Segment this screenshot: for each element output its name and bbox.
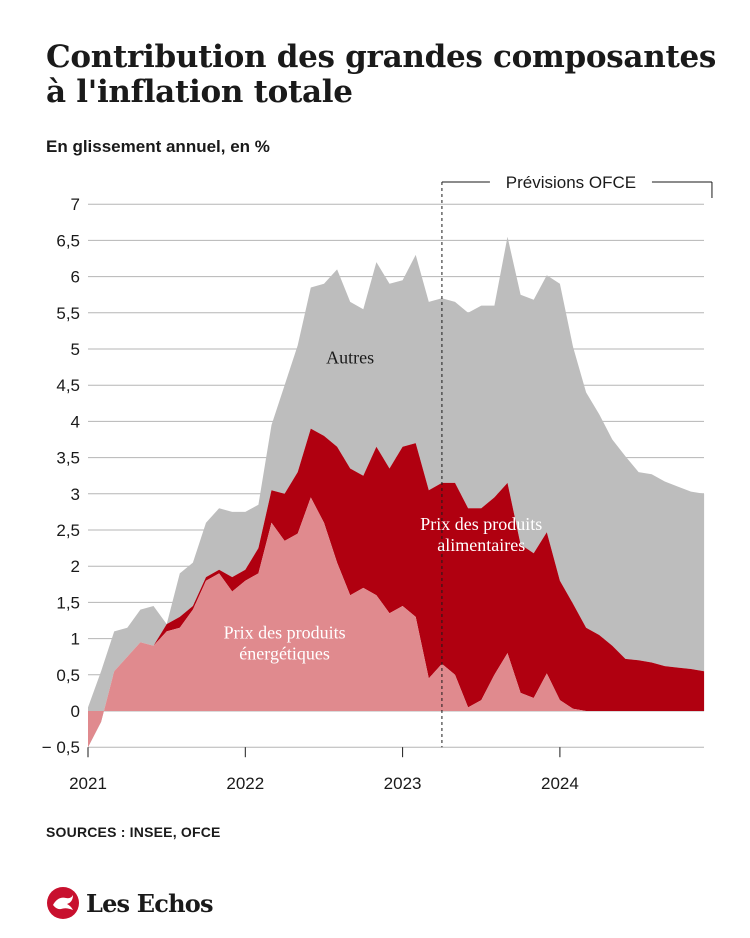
y-tick-label: 6,5 — [56, 231, 80, 250]
series-label-alimentaires: alimentaires — [437, 535, 525, 555]
y-tick-label: 1,5 — [56, 593, 80, 612]
x-tick-label: 2023 — [384, 774, 422, 793]
y-tick-label: 0 — [71, 702, 80, 721]
series-area-alimentaires — [88, 428, 705, 748]
y-tick-label: 1 — [71, 630, 80, 649]
chart-title: Contribution des grandes composantes à l… — [46, 39, 717, 110]
series-area-energetiques — [88, 497, 705, 748]
y-tick-label: 5 — [71, 340, 80, 359]
series-label-autres: Autres — [326, 347, 374, 367]
series-label-energetiques: énergétiques — [239, 644, 330, 664]
forecast-label: Prévisions OFCE — [506, 173, 636, 192]
les-echos-logo-icon — [47, 887, 79, 919]
y-tick-label: 3,5 — [56, 449, 80, 468]
y-tick-label: 6 — [71, 268, 80, 287]
chart-subtitle: En glissement annuel, en % — [46, 137, 270, 156]
y-tick-label: 0,5 — [56, 666, 80, 685]
series-label-energetiques: Prix des produits — [224, 623, 346, 643]
y-tick-label: 4 — [71, 412, 80, 431]
y-tick-label: 4,5 — [56, 376, 80, 395]
brand: Les Echos — [46, 886, 213, 920]
y-tick-label: 5,5 — [56, 304, 80, 323]
y-tick-label: 2,5 — [56, 521, 80, 540]
series-area-autres — [88, 236, 705, 748]
source-note: SOURCES : INSEE, OFCE — [46, 824, 221, 840]
x-tick-label: 2024 — [541, 774, 579, 793]
brand-name: Les Echos — [86, 888, 213, 918]
y-tick-label: − 0,5 — [42, 738, 80, 757]
y-tick-label: 3 — [71, 485, 80, 504]
y-tick-label: 7 — [71, 195, 80, 214]
stacked-area-chart: − 0,5 0 0,5 1 1,5 2 2,5 3 3,5 4 4,5 5 5,5 6 6,5 7 2021 20… — [42, 173, 713, 793]
x-tick-label: 2022 — [226, 774, 264, 793]
y-tick-label: 2 — [71, 557, 80, 576]
x-tick-label: 2021 — [69, 774, 107, 793]
series-label-alimentaires: Prix des produits — [420, 514, 542, 534]
